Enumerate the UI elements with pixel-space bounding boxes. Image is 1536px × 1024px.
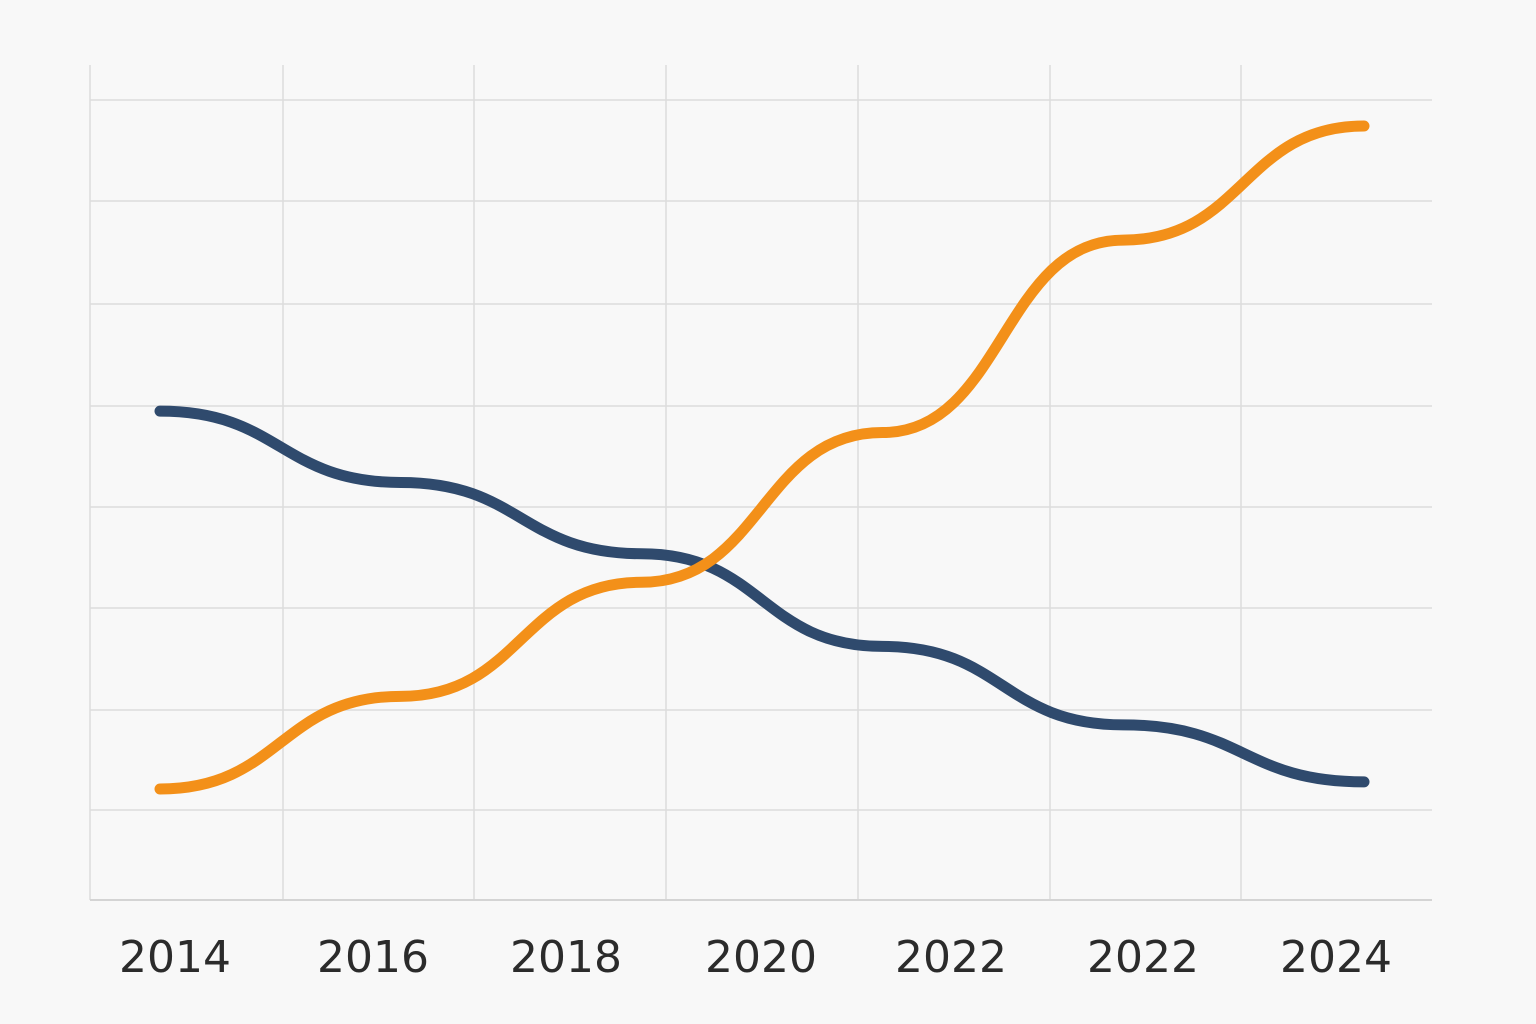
x-tick-label: 2014 <box>119 932 231 983</box>
x-tick-label: 2022 <box>1087 932 1199 983</box>
x-axis-ticks: 2014 2016 2018 2020 2022 2022 2024 <box>119 932 1392 983</box>
x-tick-label: 2018 <box>510 932 622 983</box>
x-tick-label: 2022 <box>895 932 1007 983</box>
series-line-2 <box>154 120 1370 795</box>
series-group <box>154 120 1370 795</box>
x-tick-label: 2020 <box>705 932 817 983</box>
x-tick-label: 2024 <box>1280 932 1392 983</box>
series-line-1 <box>154 405 1370 788</box>
x-tick-label: 2016 <box>317 932 429 983</box>
